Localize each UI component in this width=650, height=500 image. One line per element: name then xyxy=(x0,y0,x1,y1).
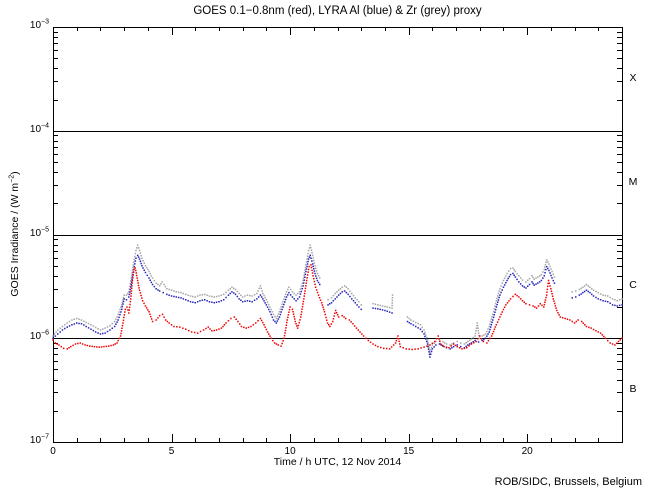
chart-title: GOES 0.1−0.8nm (red), LYRA Al (blue) & Z… xyxy=(193,5,482,17)
flare-class-label-X: X xyxy=(629,71,637,84)
y-axis-label-suffix: ) xyxy=(9,171,21,175)
x-tick-label: 5 xyxy=(168,446,175,457)
credit-footer: ROB/SIDC, Brussels, Belgium xyxy=(494,476,642,488)
y-tick-label: 10−6 xyxy=(29,329,49,343)
flare-class-label-M: M xyxy=(628,175,638,188)
x-axis-label: Time / h UTC, 12 Nov 2014 xyxy=(273,456,402,468)
flare-class-label-B: B xyxy=(629,383,637,396)
y-tick-label: 10−5 xyxy=(29,226,49,239)
y-tick-label: 10−4 xyxy=(29,122,49,135)
y-axis-label-text: GOES Irradiance / (W m xyxy=(9,182,21,297)
x-tick-label: 0 xyxy=(50,446,56,457)
x-tick-label: 10 xyxy=(284,446,296,457)
flare-class-label-C: C xyxy=(629,279,637,292)
series-blue xyxy=(52,254,623,358)
y-tick-label: 10−7 xyxy=(29,433,49,446)
x-tick-label: 15 xyxy=(403,446,415,457)
y-tick-label: 10−3 xyxy=(29,18,49,31)
x-tick-label: 20 xyxy=(521,446,533,457)
y-axis-label-exponent: −2 xyxy=(8,174,16,183)
series-grey xyxy=(52,244,623,354)
